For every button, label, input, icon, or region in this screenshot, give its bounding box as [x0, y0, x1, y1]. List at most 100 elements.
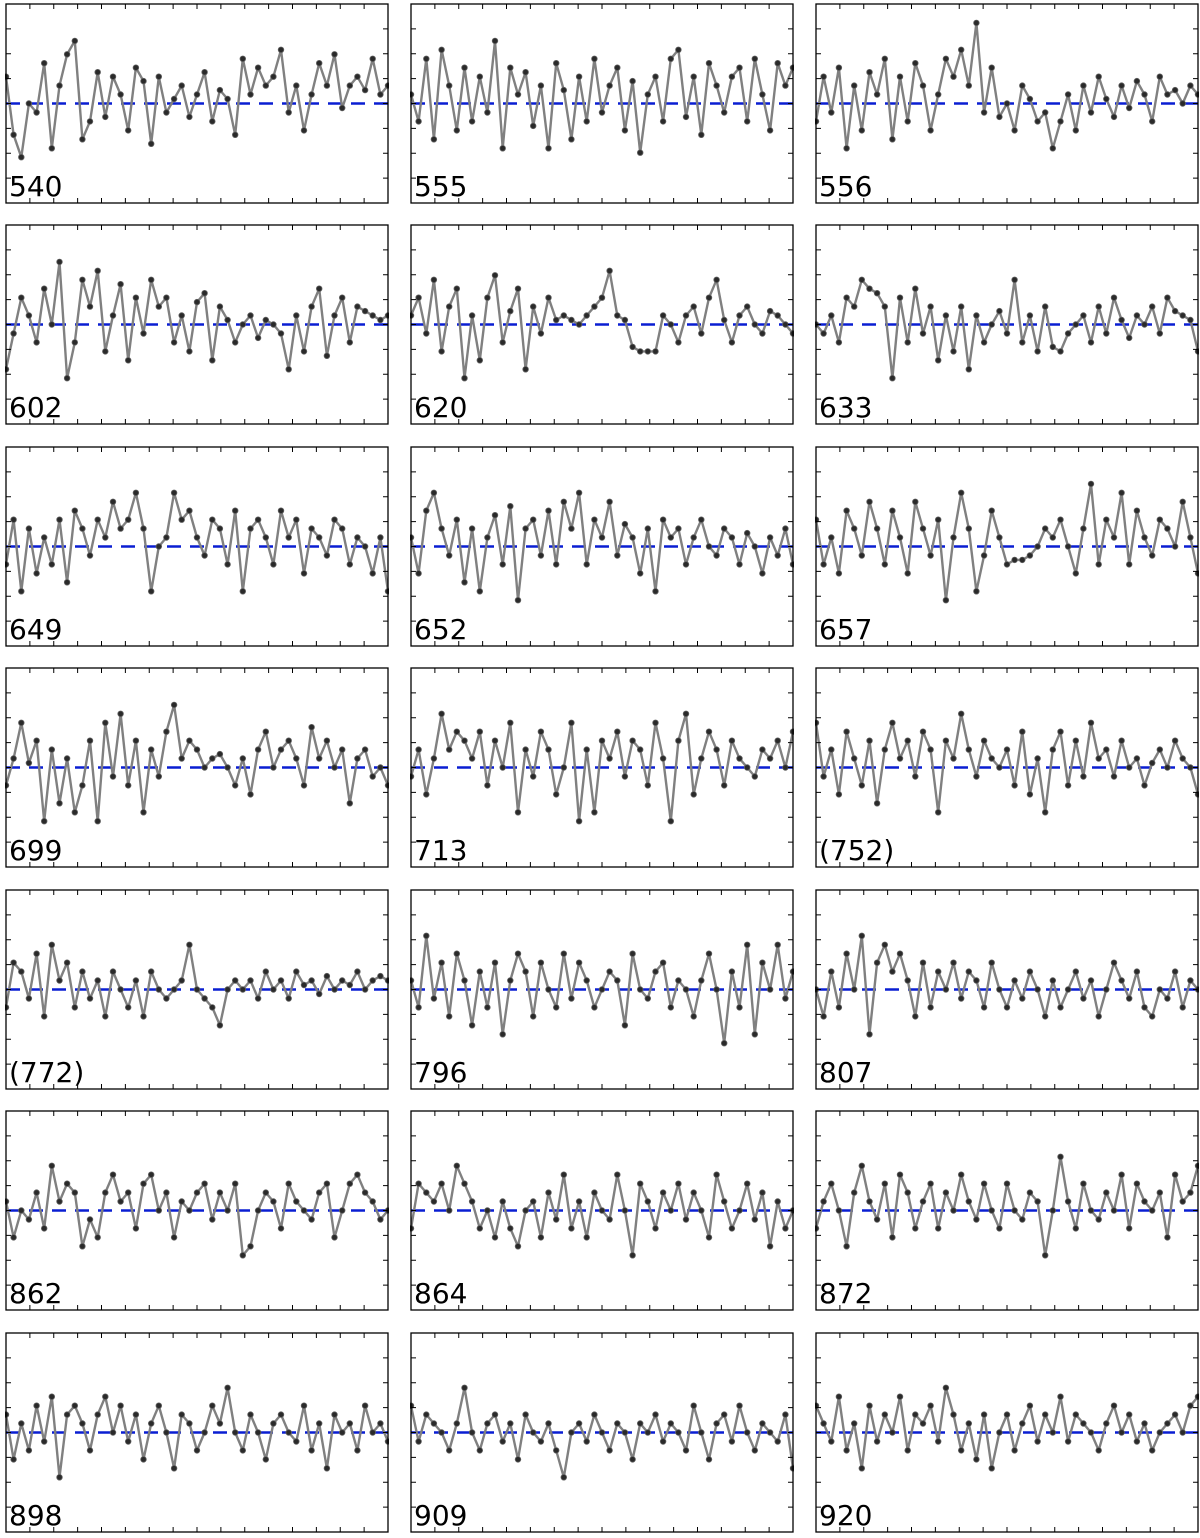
- data-point: [996, 534, 1003, 541]
- data-point: [124, 1189, 132, 1196]
- data-point: [1118, 977, 1125, 984]
- data-point: [568, 995, 575, 1002]
- data-point: [545, 1189, 552, 1196]
- data-point: [1171, 307, 1179, 315]
- data-point: [1141, 91, 1148, 98]
- data-point: [766, 986, 774, 993]
- data-point: [598, 534, 606, 541]
- data-point: [759, 1420, 766, 1427]
- data-point: [48, 561, 55, 568]
- data-point: [10, 330, 17, 337]
- data-point: [1011, 127, 1018, 134]
- data-point: [942, 1189, 950, 1196]
- data-point: [254, 334, 262, 342]
- data-point: [109, 1171, 117, 1178]
- data-point: [919, 959, 927, 966]
- data-point: [843, 145, 850, 152]
- data-point: [170, 489, 178, 496]
- data-point: [1171, 968, 1179, 975]
- data-point: [1041, 109, 1049, 116]
- data-point: [323, 1180, 331, 1187]
- data-point: [430, 755, 438, 762]
- data-point: [331, 986, 338, 993]
- data-point: [1026, 1189, 1034, 1196]
- data-point: [293, 755, 300, 762]
- data-point: [1011, 556, 1018, 564]
- data-point: [155, 986, 162, 993]
- data-point: [102, 348, 109, 355]
- data-point: [25, 995, 33, 1002]
- panel-label: 862: [9, 1277, 62, 1310]
- data-point: [361, 543, 369, 550]
- data-point: [514, 91, 522, 98]
- data-point: [491, 37, 499, 45]
- data-point: [1072, 127, 1079, 134]
- data-point: [507, 503, 514, 510]
- data-point: [1072, 1225, 1079, 1232]
- data-point: [1156, 1429, 1163, 1436]
- data-point: [904, 570, 911, 577]
- data-point: [744, 529, 751, 537]
- data-point: [598, 986, 606, 993]
- data-point: [552, 561, 560, 568]
- data-point: [1179, 755, 1186, 762]
- data-point: [782, 525, 789, 532]
- data-point: [377, 1216, 384, 1223]
- data-point: [323, 1465, 331, 1472]
- data-point: [109, 968, 117, 975]
- data-point: [147, 588, 155, 595]
- data-point: [300, 570, 308, 577]
- data-point: [415, 118, 422, 125]
- series-line: [815, 712, 1199, 814]
- data-point: [446, 1447, 453, 1454]
- data-point: [614, 728, 621, 735]
- data-point: [514, 1456, 522, 1463]
- data-point: [1133, 312, 1141, 319]
- data-point: [461, 1180, 468, 1187]
- data-point: [583, 561, 590, 568]
- data-point: [873, 959, 881, 966]
- data-point: [354, 968, 361, 975]
- data-point: [423, 1411, 430, 1418]
- data-point: [446, 82, 453, 89]
- data-point: [522, 968, 529, 975]
- data-point: [927, 552, 934, 559]
- data-point: [377, 1420, 384, 1427]
- panel-label: 920: [819, 1499, 872, 1532]
- data-point: [361, 746, 369, 753]
- data-point: [1087, 719, 1095, 726]
- data-point: [667, 55, 674, 62]
- data-point: [1103, 516, 1110, 523]
- data-point: [652, 1411, 659, 1418]
- data-point: [1110, 1207, 1118, 1214]
- data-point: [224, 986, 231, 993]
- data-point: [285, 366, 292, 373]
- data-point: [1003, 330, 1011, 337]
- data-point: [675, 339, 682, 346]
- data-point: [529, 1013, 537, 1020]
- data-point: [721, 1411, 728, 1418]
- data-point: [934, 357, 942, 364]
- data-point: [461, 374, 468, 382]
- data-point: [415, 1438, 422, 1445]
- data-point: [1057, 728, 1064, 735]
- data-point: [552, 791, 560, 798]
- data-point: [461, 579, 468, 586]
- data-point: [499, 764, 506, 771]
- data-point: [1118, 1429, 1125, 1436]
- data-point: [614, 1420, 621, 1427]
- data-point: [438, 959, 445, 966]
- data-point: [591, 1189, 598, 1196]
- data-point: [293, 1438, 300, 1445]
- data-point: [522, 525, 529, 532]
- data-point: [124, 1004, 132, 1011]
- data-point: [705, 294, 713, 301]
- data-point: [644, 995, 651, 1002]
- data-point: [636, 986, 644, 993]
- data-point: [759, 1189, 766, 1196]
- data-point: [736, 1207, 743, 1214]
- series-line: [5, 260, 389, 380]
- data-point: [552, 60, 560, 67]
- data-point: [598, 1207, 606, 1214]
- data-point: [377, 972, 384, 980]
